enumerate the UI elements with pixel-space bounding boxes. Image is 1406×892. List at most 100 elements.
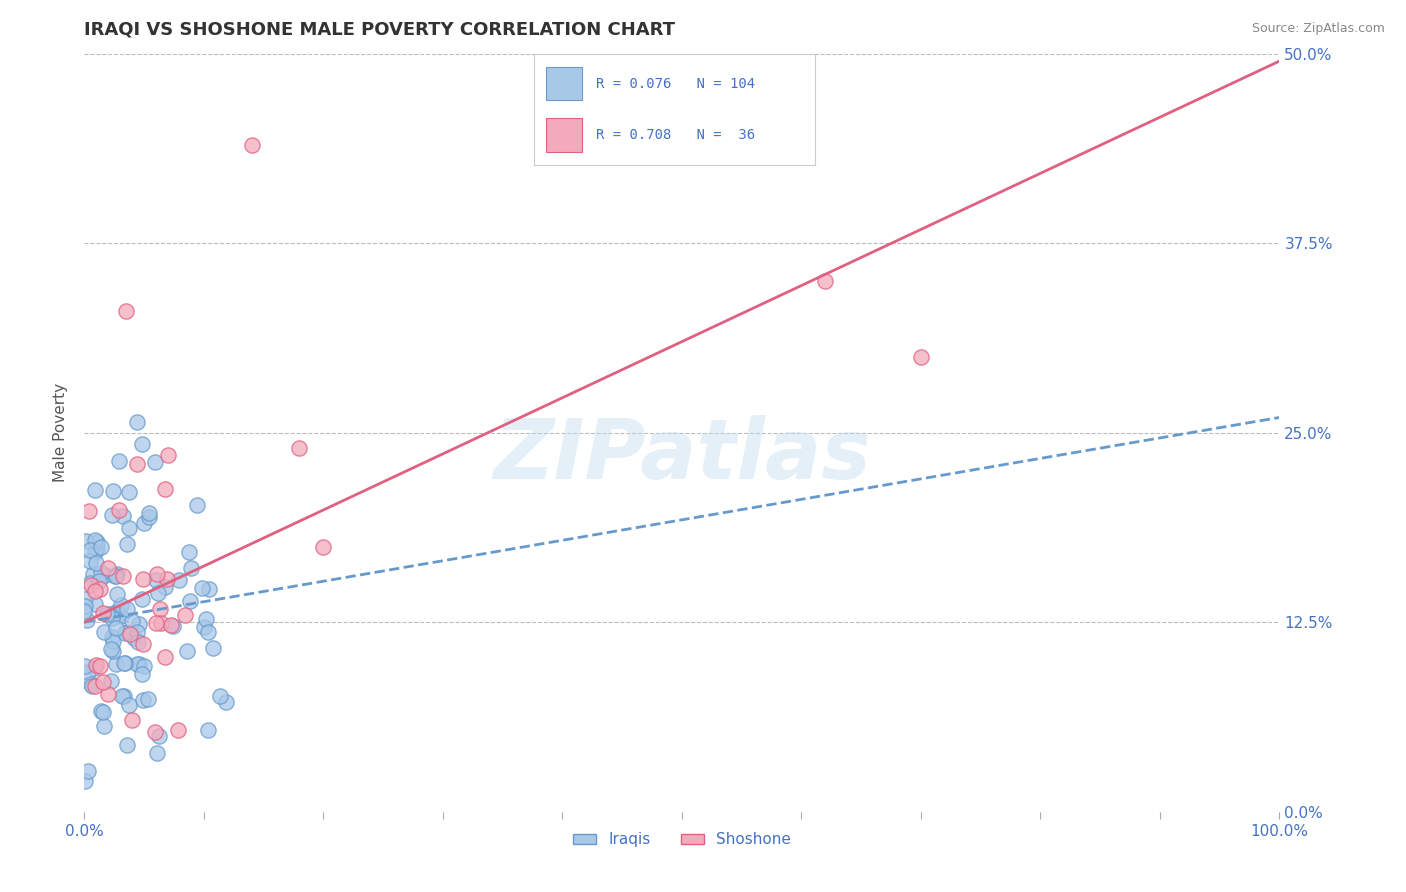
Point xyxy=(93,718,115,732)
Point xyxy=(166,723,188,737)
Point xyxy=(86,542,108,557)
Point xyxy=(167,574,190,588)
Legend: Iraqis, Shoshone: Iraqis, Shoshone xyxy=(567,826,797,854)
Point xyxy=(79,554,101,568)
Point xyxy=(80,577,103,591)
Point xyxy=(131,693,153,707)
Point xyxy=(131,572,153,586)
Point xyxy=(132,516,155,530)
Point xyxy=(101,630,124,644)
Point xyxy=(105,621,128,635)
Point xyxy=(73,659,96,673)
Point xyxy=(112,569,135,583)
Point xyxy=(197,625,219,640)
Point xyxy=(79,542,101,557)
Point xyxy=(198,582,221,596)
Point xyxy=(105,587,128,601)
Point xyxy=(153,580,176,594)
Point xyxy=(131,592,153,607)
Text: Source: ZipAtlas.com: Source: ZipAtlas.com xyxy=(1251,22,1385,36)
Point xyxy=(82,679,104,693)
Point xyxy=(209,689,232,703)
Point xyxy=(75,533,97,548)
Point xyxy=(146,567,169,582)
Point xyxy=(174,608,197,623)
Point xyxy=(149,602,172,616)
Point xyxy=(93,625,115,640)
Point xyxy=(89,574,111,588)
Point xyxy=(197,723,219,737)
Point xyxy=(128,657,150,671)
Point xyxy=(90,566,112,580)
Point xyxy=(84,483,107,497)
Point xyxy=(114,625,136,640)
Point xyxy=(83,679,105,693)
Point xyxy=(118,485,141,500)
Point xyxy=(76,665,98,679)
Point xyxy=(157,448,180,462)
Point xyxy=(83,660,105,674)
Point xyxy=(90,704,112,718)
Point xyxy=(132,637,155,651)
Point xyxy=(104,569,127,583)
Point xyxy=(91,674,114,689)
Point xyxy=(148,729,170,743)
Point xyxy=(84,545,107,559)
Point xyxy=(77,504,100,518)
Point xyxy=(84,557,107,571)
Text: IRAQI VS SHOSHONE MALE POVERTY CORRELATION CHART: IRAQI VS SHOSHONE MALE POVERTY CORRELATI… xyxy=(84,21,675,38)
Point xyxy=(153,650,176,665)
Point xyxy=(162,619,184,633)
Point xyxy=(100,607,122,622)
Point xyxy=(96,607,118,622)
Point xyxy=(131,666,153,681)
Bar xyxy=(546,67,582,101)
Point xyxy=(156,572,179,586)
Point xyxy=(117,521,139,535)
Point xyxy=(136,692,159,706)
Point xyxy=(143,725,166,739)
Point xyxy=(128,617,150,632)
Text: R = 0.076   N = 104: R = 0.076 N = 104 xyxy=(596,77,755,91)
Point xyxy=(104,569,127,583)
Point xyxy=(312,541,335,555)
Point xyxy=(115,304,138,318)
Point xyxy=(112,657,135,671)
Point xyxy=(105,604,128,618)
Text: ZIPatlas: ZIPatlas xyxy=(494,415,870,496)
Point xyxy=(97,687,120,701)
Point xyxy=(112,689,135,703)
Point xyxy=(288,441,311,455)
Point xyxy=(108,503,131,517)
Point xyxy=(138,510,160,524)
Point xyxy=(115,624,138,639)
Point xyxy=(146,585,169,599)
Point xyxy=(202,640,225,655)
Point xyxy=(145,747,167,761)
Point xyxy=(127,415,149,429)
Point xyxy=(86,535,108,549)
Point xyxy=(131,437,153,451)
Point xyxy=(127,635,149,649)
Point xyxy=(101,611,124,625)
Point xyxy=(117,602,139,616)
Point xyxy=(97,560,120,574)
Point xyxy=(125,625,148,640)
Point xyxy=(100,674,122,689)
Point xyxy=(180,561,202,575)
Point xyxy=(111,508,134,523)
Point xyxy=(73,604,96,618)
Point xyxy=(80,676,103,690)
Point xyxy=(90,540,112,554)
Point xyxy=(111,689,134,703)
Point xyxy=(94,567,117,582)
Point xyxy=(110,598,132,612)
Point xyxy=(103,644,125,658)
Point xyxy=(155,483,177,497)
Point xyxy=(814,274,837,288)
Point xyxy=(108,453,131,467)
Point xyxy=(101,483,124,498)
Point xyxy=(84,583,107,598)
Point xyxy=(193,619,215,633)
Point xyxy=(138,507,160,521)
